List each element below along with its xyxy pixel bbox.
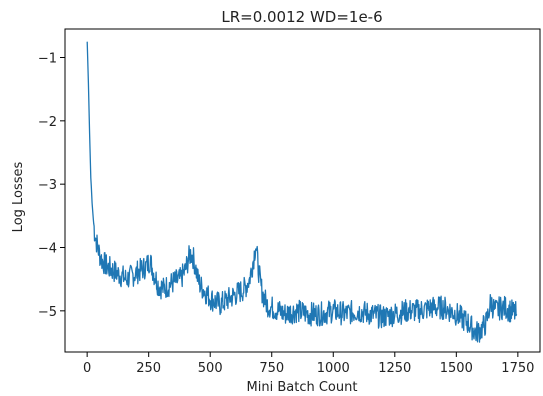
x-tick-label: 250 xyxy=(136,361,161,376)
x-tick-label: 1750 xyxy=(501,361,534,376)
chart-title: LR=0.0012 WD=1e-6 xyxy=(221,8,382,26)
plot-area xyxy=(86,41,518,343)
series-line xyxy=(86,41,518,343)
x-tick-label: 1500 xyxy=(440,361,473,376)
x-tick-label: 500 xyxy=(198,361,223,376)
x-tick-label: 1000 xyxy=(317,361,350,376)
y-tick-label: −2 xyxy=(38,115,57,130)
y-tick-label: −3 xyxy=(38,178,57,193)
plot-frame xyxy=(64,28,541,353)
y-tick-label: −1 xyxy=(38,52,57,67)
axes: 0 250 500 750 1000 1250 1500 1750 −1 −2 −3 −4 −5 xyxy=(38,28,541,376)
y-tick-label: −5 xyxy=(38,305,57,320)
y-axis-label: Log Losses xyxy=(11,161,26,232)
x-axis-label: Mini Batch Count xyxy=(247,380,358,395)
x-tick-label: 0 xyxy=(83,361,91,376)
y-tick-label: −4 xyxy=(38,242,57,257)
x-tick-label: 750 xyxy=(259,361,284,376)
x-tick-label: 1250 xyxy=(378,361,411,376)
